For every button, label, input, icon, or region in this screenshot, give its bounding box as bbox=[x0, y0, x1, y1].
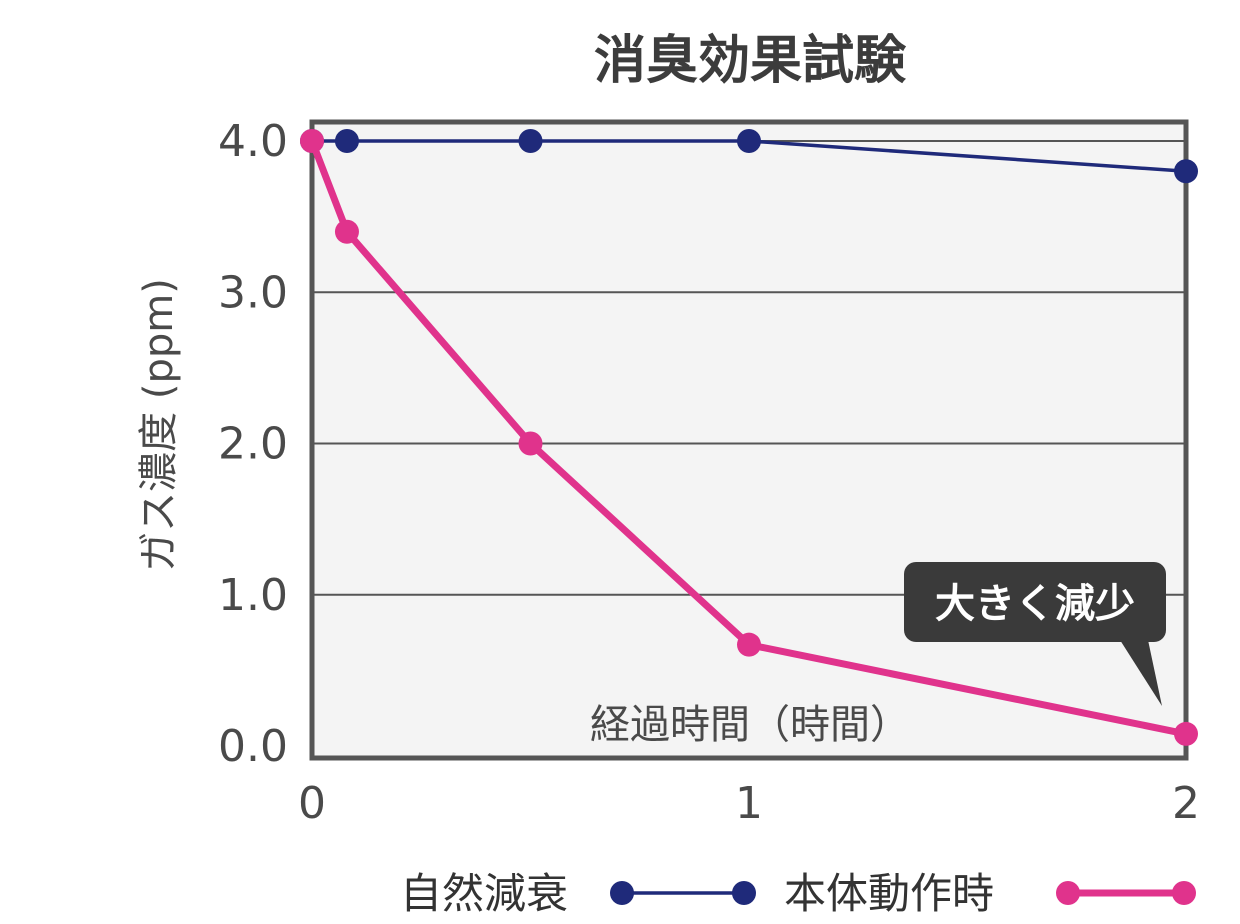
legend: 自然減衰 本体動作時 bbox=[400, 869, 1196, 918]
legend-label: 本体動作時 bbox=[784, 869, 994, 918]
y-tick-label: 3.0 bbox=[218, 267, 288, 318]
x-tick-label: 1 bbox=[735, 778, 763, 829]
x-tick-label: 0 bbox=[298, 778, 326, 829]
legend-marker bbox=[610, 881, 634, 905]
legend-item: 本体動作時 bbox=[784, 869, 1196, 918]
data-point bbox=[518, 129, 543, 153]
data-point bbox=[1174, 159, 1198, 184]
x-axis-ticks: 0 1 2 bbox=[298, 778, 1200, 829]
data-point bbox=[334, 129, 359, 153]
data-point bbox=[334, 219, 359, 244]
series-2 bbox=[300, 129, 1198, 746]
y-tick-label: 0.0 bbox=[218, 721, 288, 772]
legend-marker bbox=[1056, 881, 1080, 905]
legend-label: 自然減衰 bbox=[400, 869, 568, 918]
plot-area bbox=[312, 122, 1186, 758]
callout-text: 大きく減少 bbox=[935, 581, 1135, 627]
y-tick-label: 4.0 bbox=[218, 116, 288, 167]
plot-frame bbox=[309, 119, 1189, 761]
x-tick-label: 2 bbox=[1172, 778, 1200, 829]
x-axis-label: 経過時間（時間） bbox=[590, 702, 910, 748]
series-1 bbox=[300, 129, 1198, 184]
callout-box bbox=[904, 562, 1166, 642]
data-point bbox=[737, 129, 761, 153]
data-point bbox=[300, 129, 324, 153]
chart-title: 消臭効果試験 bbox=[594, 31, 907, 91]
data-point bbox=[518, 431, 543, 456]
legend-marker bbox=[732, 881, 756, 905]
data-point bbox=[737, 632, 761, 657]
y-axis-label: ガス濃度 (ppm) bbox=[136, 278, 182, 572]
legend-item: 自然減衰 bbox=[400, 869, 756, 918]
series bbox=[300, 129, 1198, 746]
y-tick-label: 2.0 bbox=[218, 419, 288, 470]
y-axis-ticks: 0.0 1.0 2.0 3.0 4.0 bbox=[218, 116, 288, 772]
data-point bbox=[1174, 721, 1198, 746]
callout-pointer bbox=[1120, 640, 1162, 706]
legend-marker bbox=[1172, 881, 1196, 905]
y-tick-label: 1.0 bbox=[218, 570, 288, 621]
annotation-callout: 大きく減少 bbox=[904, 562, 1166, 706]
